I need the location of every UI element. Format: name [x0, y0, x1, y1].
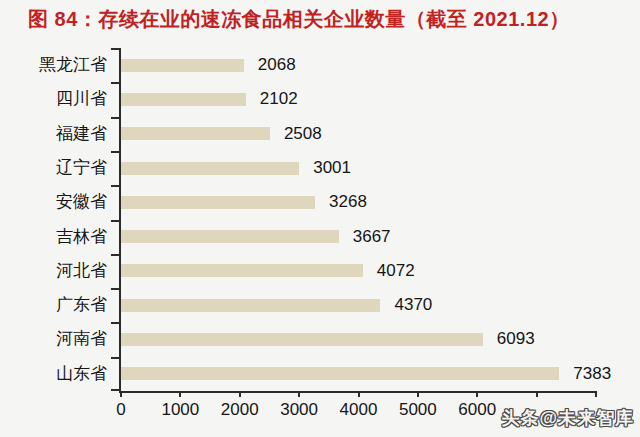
- category-label: 广东省: [56, 288, 107, 322]
- y-axis-tick: [111, 220, 119, 222]
- y-axis-tick: [111, 48, 119, 50]
- chart-title: 图 84：存续在业的速冻食品相关企业数量（截至 2021.12）: [28, 6, 628, 33]
- x-tick-label: 3000: [280, 400, 318, 420]
- y-axis-tick: [111, 117, 119, 119]
- x-axis-tick: [239, 391, 241, 397]
- bar: [121, 299, 380, 312]
- x-axis-tick: [536, 391, 538, 397]
- x-tick-label: 2000: [221, 400, 259, 420]
- value-label: 3001: [313, 151, 351, 185]
- y-axis-tick: [111, 357, 119, 359]
- x-axis-tick: [298, 391, 300, 397]
- bar: [121, 264, 363, 277]
- category-label: 河北省: [56, 254, 107, 288]
- category-label: 安徽省: [56, 185, 107, 219]
- bar: [121, 333, 483, 346]
- category-label: 黑龙江省: [39, 48, 107, 82]
- y-axis-tick: [111, 322, 119, 324]
- x-axis-tick: [120, 391, 122, 397]
- bar: [121, 93, 246, 106]
- value-label: 3268: [329, 185, 367, 219]
- x-tick-label: 5000: [399, 400, 437, 420]
- y-axis-tick: [111, 82, 119, 84]
- category-label: 山东省: [56, 357, 107, 391]
- y-axis-tick: [111, 254, 119, 256]
- figure: 图 84：存续在业的速冻食品相关企业数量（截至 2021.12） 黑龙江省206…: [0, 0, 640, 437]
- y-axis-tick: [111, 288, 119, 290]
- y-axis-tick: [111, 151, 119, 153]
- value-label: 6093: [497, 322, 535, 356]
- watermark: 头条@未来智库: [501, 406, 634, 430]
- y-axis-tick: [111, 389, 119, 391]
- category-label: 福建省: [56, 117, 107, 151]
- category-label: 四川省: [56, 82, 107, 116]
- x-axis-tick: [476, 391, 478, 397]
- x-axis-tick: [417, 391, 419, 397]
- y-axis-tick: [111, 185, 119, 187]
- category-label: 河南省: [56, 322, 107, 356]
- bar: [121, 162, 299, 175]
- value-label: 4370: [394, 288, 432, 322]
- x-axis-tick: [595, 391, 597, 397]
- bar: [121, 196, 315, 209]
- value-label: 3667: [353, 220, 391, 254]
- value-label: 4072: [377, 254, 415, 288]
- x-tick-label: 0: [116, 400, 125, 420]
- x-axis-tick: [179, 391, 181, 397]
- category-label: 辽宁省: [56, 151, 107, 185]
- x-tick-label: 6000: [458, 400, 496, 420]
- x-tick-label: 1000: [161, 400, 199, 420]
- value-label: 7383: [573, 357, 611, 391]
- bar: [121, 367, 559, 380]
- x-axis-tick: [358, 391, 360, 397]
- category-label: 吉林省: [56, 220, 107, 254]
- x-tick-label: 4000: [340, 400, 378, 420]
- value-label: 2508: [284, 117, 322, 151]
- bar: [121, 127, 270, 140]
- value-label: 2068: [258, 48, 296, 82]
- value-label: 2102: [260, 82, 298, 116]
- bar: [121, 59, 244, 72]
- bar: [121, 230, 339, 243]
- plot-area: 黑龙江省2068四川省2102福建省2508辽宁省3001安徽省3268吉林省3…: [119, 48, 596, 393]
